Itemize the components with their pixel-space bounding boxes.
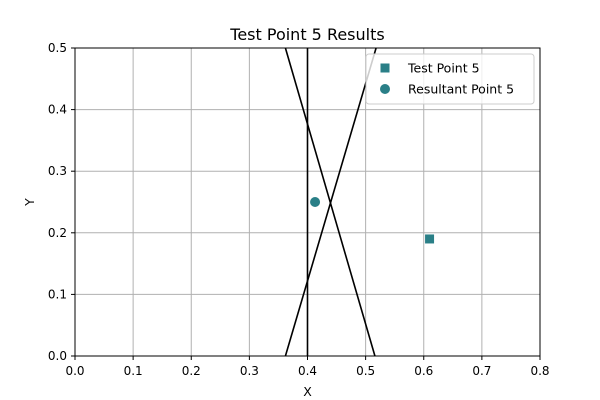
test-point-marker bbox=[425, 234, 435, 244]
chart-title: Test Point 5 Results bbox=[229, 25, 384, 44]
axis-ticks: 0.0 0.1 0.2 0.3 0.4 0.5 0.6 0.7 0.8 0.0 0.1 0.2 0.3 0… bbox=[48, 41, 550, 378]
legend: Test Point 5 Resultant Point 5 bbox=[365, 53, 535, 105]
legend-marker-2 bbox=[380, 84, 390, 94]
y-tick-label: 0.5 bbox=[48, 41, 67, 55]
legend-label-1: Test Point 5 bbox=[407, 61, 480, 76]
legend-box bbox=[365, 53, 535, 105]
y-tick-label: 0.0 bbox=[48, 349, 67, 363]
resultant-point-marker bbox=[310, 197, 321, 207]
x-tick-label: 0.4 bbox=[298, 364, 317, 378]
x-tick-label: 0.7 bbox=[472, 364, 491, 378]
y-tick-label: 0.2 bbox=[48, 226, 67, 240]
x-tick-label: 0.1 bbox=[124, 364, 143, 378]
x-tick-label: 0.8 bbox=[530, 364, 549, 378]
x-tick-label: 0.0 bbox=[65, 364, 84, 378]
x-axis-label: X bbox=[303, 384, 312, 399]
x-tick-label: 0.3 bbox=[240, 364, 259, 378]
y-tick-label: 0.1 bbox=[48, 287, 67, 301]
x-tick-label: 0.6 bbox=[414, 364, 433, 378]
constraint-lines bbox=[284, 47, 377, 357]
legend-marker-1 bbox=[380, 63, 390, 73]
y-tick-label: 0.3 bbox=[48, 164, 67, 178]
constraint-line-3 bbox=[284, 47, 376, 357]
legend-label-2: Resultant Point 5 bbox=[408, 82, 514, 97]
data-points bbox=[310, 197, 435, 244]
x-tick-label: 0.2 bbox=[182, 364, 201, 378]
y-tick-label: 0.4 bbox=[48, 103, 67, 117]
y-axis-label: Y bbox=[22, 198, 37, 207]
x-tick-label: 0.5 bbox=[356, 364, 375, 378]
